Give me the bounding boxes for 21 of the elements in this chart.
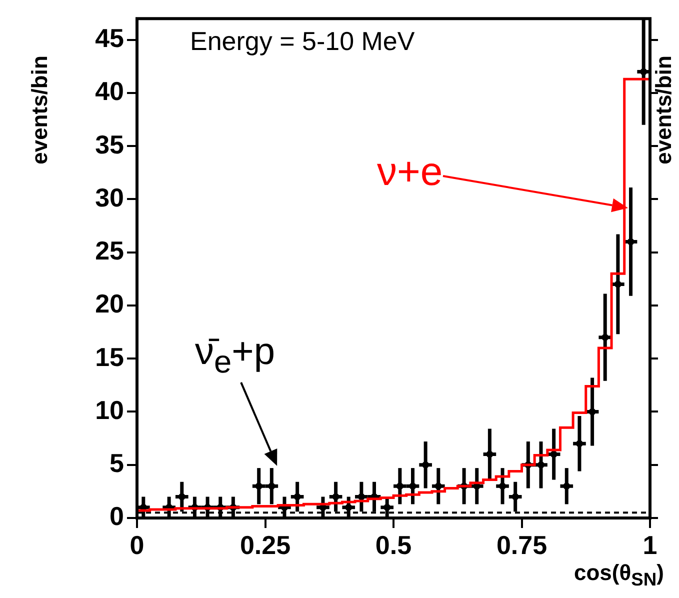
x-tick-label: 0.5 (375, 530, 412, 560)
y-tick-label: 15 (95, 342, 124, 372)
y-tick-label: 30 (95, 182, 124, 212)
x-tick-label: 0 (130, 530, 144, 560)
y2-axis-title: events/bin (651, 56, 677, 164)
annotation: ν̄$_{e}$+p (195, 331, 275, 380)
x-tick-label: 0.25 (240, 530, 291, 560)
y-tick-label: 25 (95, 236, 124, 266)
y-tick-label: 45 (95, 23, 124, 54)
y-tick-label: 10 (95, 394, 124, 425)
y-tick-label: 0 (110, 501, 124, 532)
y-tick-label: 40 (95, 76, 124, 106)
y-tick-label: 5 (110, 448, 124, 478)
x-tick-label: 1 (642, 530, 658, 560)
annotation: Energy = 5-10 MeV (190, 26, 415, 56)
annotation: ν+e (377, 150, 443, 194)
x-axis-title: cos(θ$_{SN}$) (574, 560, 664, 590)
y-tick-label: 35 (95, 129, 124, 160)
x-tick-label: 0.75 (496, 530, 548, 560)
y-axis-title: events/bin (27, 56, 53, 164)
y-tick-label: 20 (95, 288, 124, 319)
